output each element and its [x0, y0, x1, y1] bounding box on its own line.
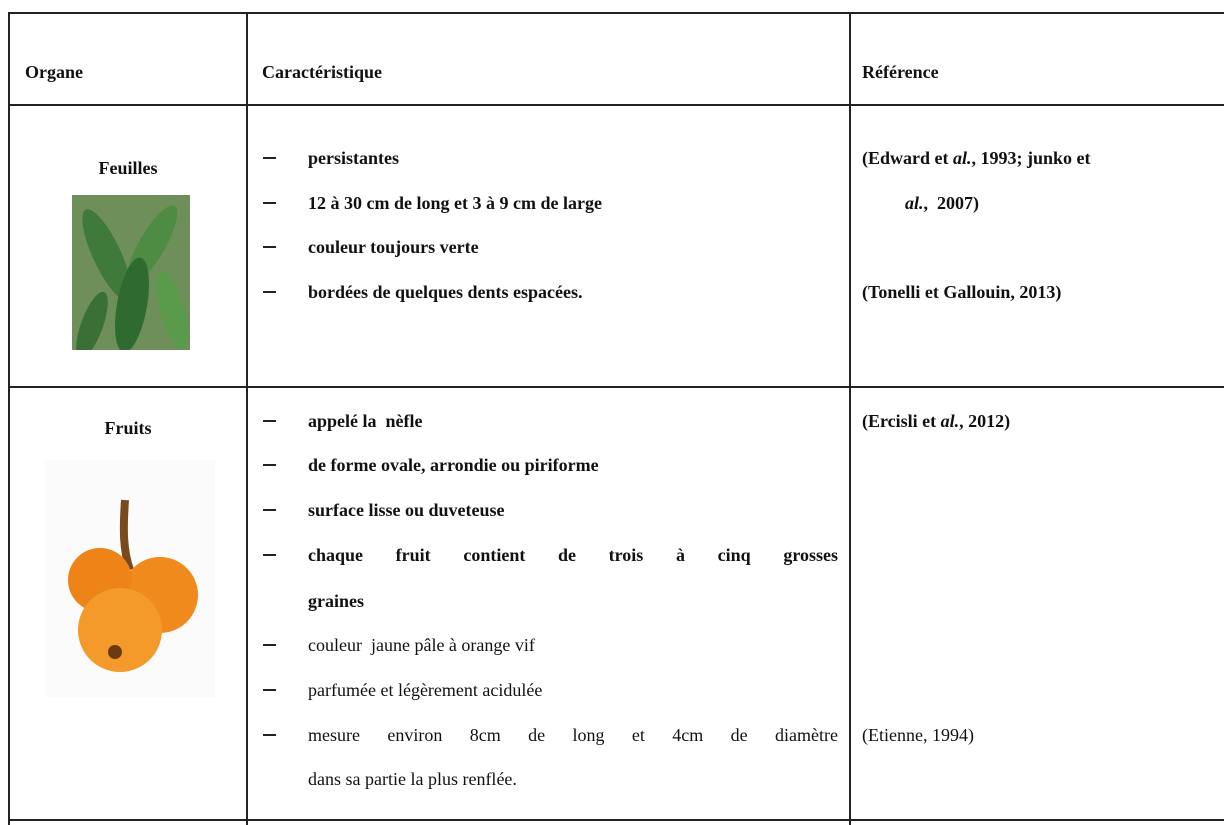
characteristic: appelé la nèfle	[308, 411, 423, 431]
table-border	[246, 12, 248, 825]
text: , 2012)	[959, 411, 1011, 431]
text: , 1993; junko et	[971, 148, 1091, 168]
text: al.	[905, 193, 924, 213]
characteristic: de forme ovale, arrondie ou piriforme	[308, 455, 599, 475]
header-cell: Organe	[25, 62, 83, 82]
organ: Fruits	[104, 418, 152, 438]
header-cell: Caractéristique	[262, 62, 382, 82]
reference: (Ercisli et al., 2012)	[862, 410, 1010, 432]
characteristic: chaque fruit contient de trois à cinq gr…	[308, 545, 838, 565]
organ: Feuilles	[98, 158, 158, 178]
bullet	[263, 291, 276, 293]
table-border	[8, 819, 1224, 821]
characteristic: couleur jaune pâle à orange vif	[308, 635, 535, 655]
characteristic: parfumée et légèrement acidulée	[308, 680, 543, 700]
header-cell: Référence	[862, 62, 939, 82]
bullet	[263, 420, 276, 422]
bullet	[263, 554, 276, 556]
leaf-image	[72, 195, 190, 350]
bullet	[263, 689, 276, 691]
reference: (Etienne, 1994)	[862, 725, 974, 745]
characteristic: mesure environ 8cm de long et 4cm de dia…	[308, 725, 838, 745]
text: al.	[940, 411, 960, 431]
characteristic: persistantes	[308, 148, 399, 168]
bullet	[263, 202, 276, 204]
characteristic: couleur toujours verte	[308, 237, 479, 257]
characteristic: surface lisse ou duveteuse	[308, 500, 505, 520]
bullet	[263, 734, 276, 736]
bullet	[263, 246, 276, 248]
table-border	[8, 12, 1224, 14]
text: , 2007)	[923, 193, 980, 213]
bullet	[263, 157, 276, 159]
text: (Ercisli et	[862, 411, 941, 431]
table-border	[8, 12, 10, 825]
characteristic: graines	[308, 591, 364, 611]
table-border	[849, 12, 851, 825]
reference: (Edward et al., 1993; junko et	[862, 147, 1091, 169]
table-border	[8, 104, 1224, 106]
characteristic: bordées de quelques dents espacées.	[308, 282, 583, 302]
bullet	[263, 509, 276, 511]
reference: (Tonelli et Gallouin, 2013)	[862, 282, 1062, 302]
bullet	[263, 464, 276, 466]
fruit-image	[45, 460, 215, 697]
table-border	[8, 386, 1224, 388]
bullet	[263, 644, 276, 646]
characteristic: 12 à 30 cm de long et 3 à 9 cm de large	[308, 193, 602, 213]
text: (Edward et	[862, 148, 953, 168]
reference: al., 2007)	[905, 192, 979, 214]
characteristic: dans sa partie la plus renflée.	[308, 769, 517, 789]
text: al.	[953, 148, 972, 168]
